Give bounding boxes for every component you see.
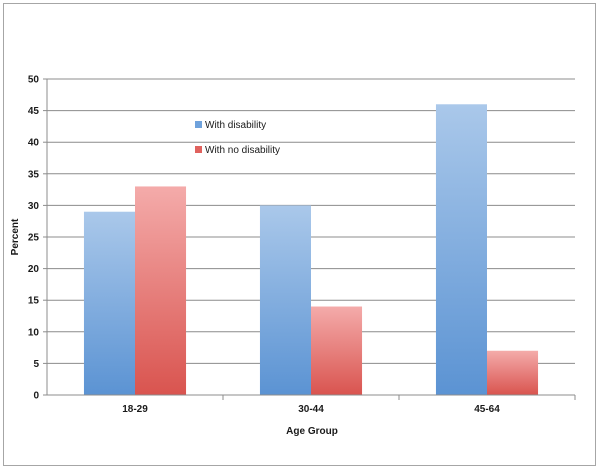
bar-with-no-disability-45-64 [487,350,539,395]
y-tick-label: 50 [28,75,40,86]
bar-with-disability-30-44 [259,205,311,395]
y-tick-label: 35 [28,169,40,180]
legend-label-with-disability: With disability [205,120,266,131]
bar-with-disability-45-64 [435,104,487,395]
x-tick-label: 30-44 [298,404,324,415]
y-tick-label: 40 [28,138,40,149]
y-tick-label: 10 [28,327,40,338]
x-tick-labels: 18-29 30-44 45-64 [122,404,500,415]
y-tick-label: 30 [28,201,40,212]
bar-with-disability-18-29 [83,211,135,395]
axes [43,79,576,400]
y-tick-label: 45 [28,106,40,117]
legend-label-with-no-disability: With no disability [205,145,280,156]
legend-swatch-with-disability [195,121,202,128]
x-tick-label: 45-64 [474,404,500,415]
y-tick-labels: 0 5 10 15 20 25 30 35 40 45 50 [28,75,40,402]
x-tick-label: 18-29 [122,404,148,415]
legend: With disability With no disability [195,120,280,156]
bar-with-no-disability-30-44 [311,306,363,395]
y-tick-label: 5 [33,359,39,370]
y-tick-label: 0 [33,391,39,402]
y-tick-label: 15 [28,296,40,307]
y-tick-label: 20 [28,264,40,275]
y-tick-label: 25 [28,233,40,244]
bar-with-no-disability-18-29 [135,186,187,395]
bars [83,104,539,395]
x-axis-title: Age Group [286,426,338,437]
legend-swatch-with-no-disability [195,146,202,153]
y-axis-title: Percent [10,218,21,255]
